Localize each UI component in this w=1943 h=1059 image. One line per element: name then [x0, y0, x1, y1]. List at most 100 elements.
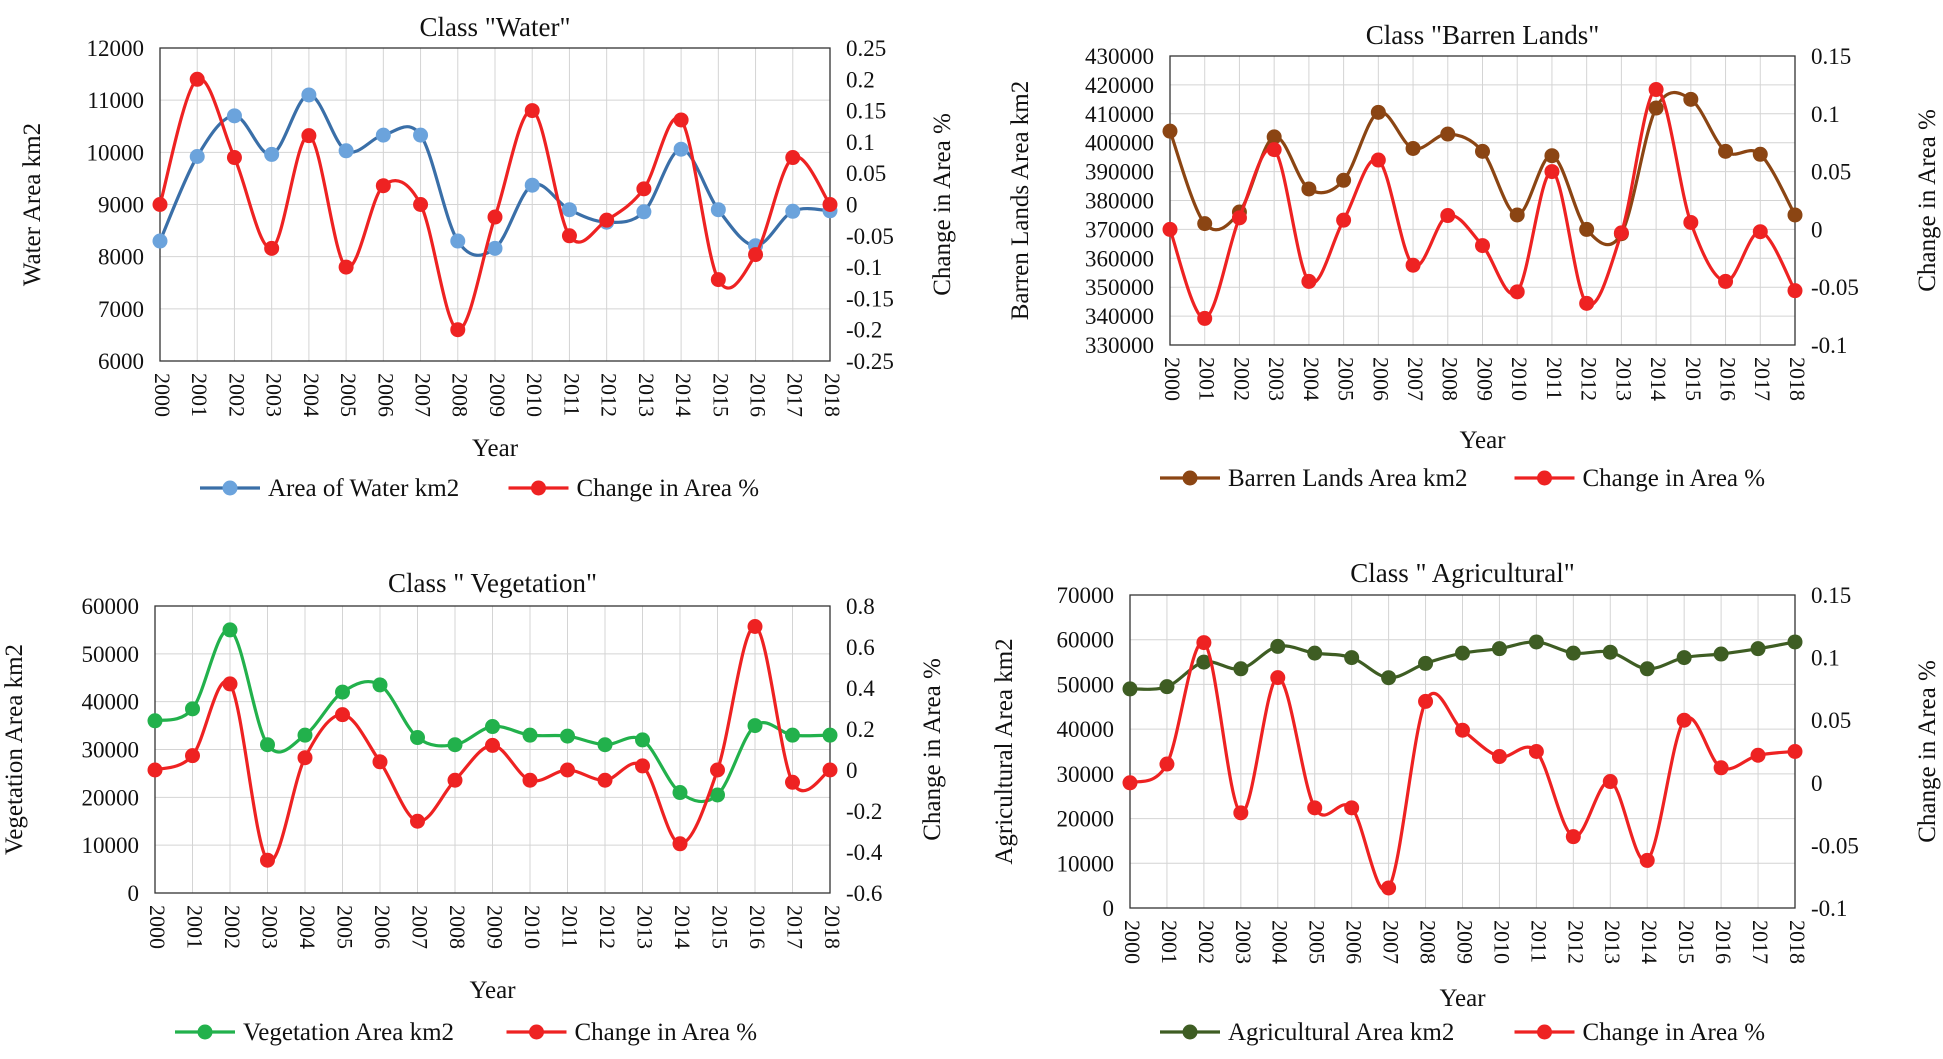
- y-tick-label: 12000: [87, 36, 145, 61]
- series-agricultural-area-km2: [1122, 634, 1803, 697]
- legend-label: Barren Lands Area km2: [1228, 465, 1468, 492]
- x-tick-label: 2007: [411, 373, 436, 417]
- data-point: [260, 852, 275, 868]
- y2-tick-label: 0: [1811, 217, 1823, 242]
- legend-label: Change in Area %: [1583, 1019, 1766, 1046]
- data-point: [1270, 638, 1286, 654]
- data-point: [597, 772, 613, 788]
- data-point: [1750, 747, 1766, 763]
- legend: Agricultural Area km2 Change in Area %: [1160, 1019, 1765, 1046]
- data-point: [1405, 257, 1421, 273]
- data-point: [1639, 852, 1655, 868]
- data-point: [1579, 221, 1595, 237]
- data-point: [226, 150, 242, 166]
- data-point: [1344, 650, 1360, 666]
- y2-tick-label: -0.1: [1811, 333, 1847, 358]
- legend-item-change-in-area: Change in Area %: [508, 475, 760, 502]
- y-tick-label: 390000: [1085, 160, 1154, 185]
- y-tick-label: 10000: [1057, 851, 1115, 876]
- data-point: [785, 150, 801, 166]
- x-tick-label: 2001: [1157, 920, 1182, 964]
- legend-label: Area of Water km2: [268, 475, 459, 502]
- x-tick-label: 2002: [1194, 920, 1219, 964]
- data-point: [1787, 283, 1803, 299]
- y-tick-label: 0: [1103, 896, 1115, 921]
- y-tick-label: 340000: [1085, 304, 1154, 329]
- data-point: [1266, 129, 1282, 145]
- data-point: [1579, 295, 1595, 311]
- data-point: [1750, 641, 1766, 657]
- chart-title: Class "Water": [419, 12, 570, 42]
- y-tick-label: 8000: [98, 245, 144, 270]
- legend-label: Change in Area %: [577, 475, 760, 502]
- data-point: [1307, 800, 1323, 816]
- x-axis-label: Year: [1439, 985, 1486, 1012]
- y2-tick-label: 0: [1811, 771, 1823, 796]
- x-tick-label: 2001: [187, 373, 212, 417]
- data-point: [264, 240, 280, 256]
- data-point: [1787, 207, 1803, 223]
- series-change-in-area: [152, 71, 838, 338]
- data-point: [1266, 142, 1282, 158]
- plot-area-frame: [1169, 55, 1796, 346]
- data-point: [822, 762, 838, 778]
- x-tick-label: 2014: [1637, 920, 1662, 964]
- y-tick-label: 50000: [1057, 672, 1115, 697]
- data-point: [301, 128, 317, 144]
- y-tick-label: 30000: [1057, 762, 1115, 787]
- y-axis-label: Water Area km2: [19, 123, 46, 286]
- data-point: [1381, 880, 1397, 896]
- legend-item-agricultural-area-km2: Agricultural Area km2: [1160, 1019, 1454, 1046]
- data-point: [1233, 805, 1249, 821]
- plot-area-frame: [154, 605, 831, 894]
- y-axis-label: Barren Lands Area km2: [1007, 81, 1034, 321]
- x-tick-label: 2000: [150, 373, 175, 417]
- data-point: [447, 772, 463, 788]
- x-tick-label: 2006: [1368, 357, 1393, 401]
- series-barren-lands-area-km2: [1162, 90, 1803, 247]
- data-point: [264, 146, 280, 162]
- data-point: [599, 212, 615, 228]
- y-tick-label: 50000: [82, 642, 140, 667]
- data-point: [1718, 273, 1734, 289]
- chart-panel-vegetation: Class " Vegetation"010000200003000040000…: [1, 568, 946, 1046]
- x-tick-label: 2005: [1334, 357, 1359, 401]
- data-point: [1196, 635, 1212, 651]
- data-point: [524, 177, 540, 193]
- y2-axis-label: Change in Area %: [1914, 660, 1941, 843]
- chart-panel-barren-lands: Class "Barren Lands" 330000 340000 350000 36…: [1007, 20, 1941, 492]
- data-point: [222, 676, 238, 692]
- data-point: [1565, 645, 1581, 661]
- legend-label: Change in Area %: [1583, 465, 1766, 492]
- data-point: [1196, 654, 1212, 670]
- series-vegetation-area-km2: [147, 622, 838, 804]
- x-tick-label: 2003: [257, 905, 282, 949]
- y-tick-label: 410000: [1085, 102, 1154, 127]
- data-point: [1405, 140, 1421, 156]
- series-change-in-area: [147, 619, 838, 868]
- data-point: [635, 732, 650, 748]
- series-area-of-water-km2: [152, 87, 838, 257]
- x-tick-label: 2012: [1563, 920, 1588, 964]
- data-point: [710, 762, 725, 778]
- y2-tick-label: 0.05: [1811, 160, 1851, 185]
- data-point: [1752, 146, 1768, 162]
- x-tick-label: 2009: [1472, 357, 1497, 401]
- y2-tick-label: -0.2: [846, 318, 882, 343]
- y-tick-label: 11000: [87, 88, 144, 113]
- x-tick-label: 2001: [182, 905, 207, 949]
- data-point: [413, 197, 429, 212]
- data-point: [1270, 670, 1286, 686]
- y2-tick-label: 0: [846, 193, 858, 218]
- legend-item-change-in-area: Change in Area %: [1514, 465, 1766, 492]
- x-tick-label: 2002: [1229, 357, 1254, 401]
- data-point: [189, 149, 205, 165]
- y-axis-label: Agricultural Area km2: [991, 638, 1018, 864]
- x-tick-label: 2013: [634, 373, 659, 417]
- data-point: [1307, 645, 1323, 661]
- x-axis-label: Year: [472, 435, 519, 462]
- y2-tick-label: -0.15: [846, 286, 894, 311]
- y2-tick-label: 0.15: [846, 99, 886, 124]
- data-point: [1491, 749, 1507, 765]
- x-tick-label: 2008: [1416, 920, 1441, 964]
